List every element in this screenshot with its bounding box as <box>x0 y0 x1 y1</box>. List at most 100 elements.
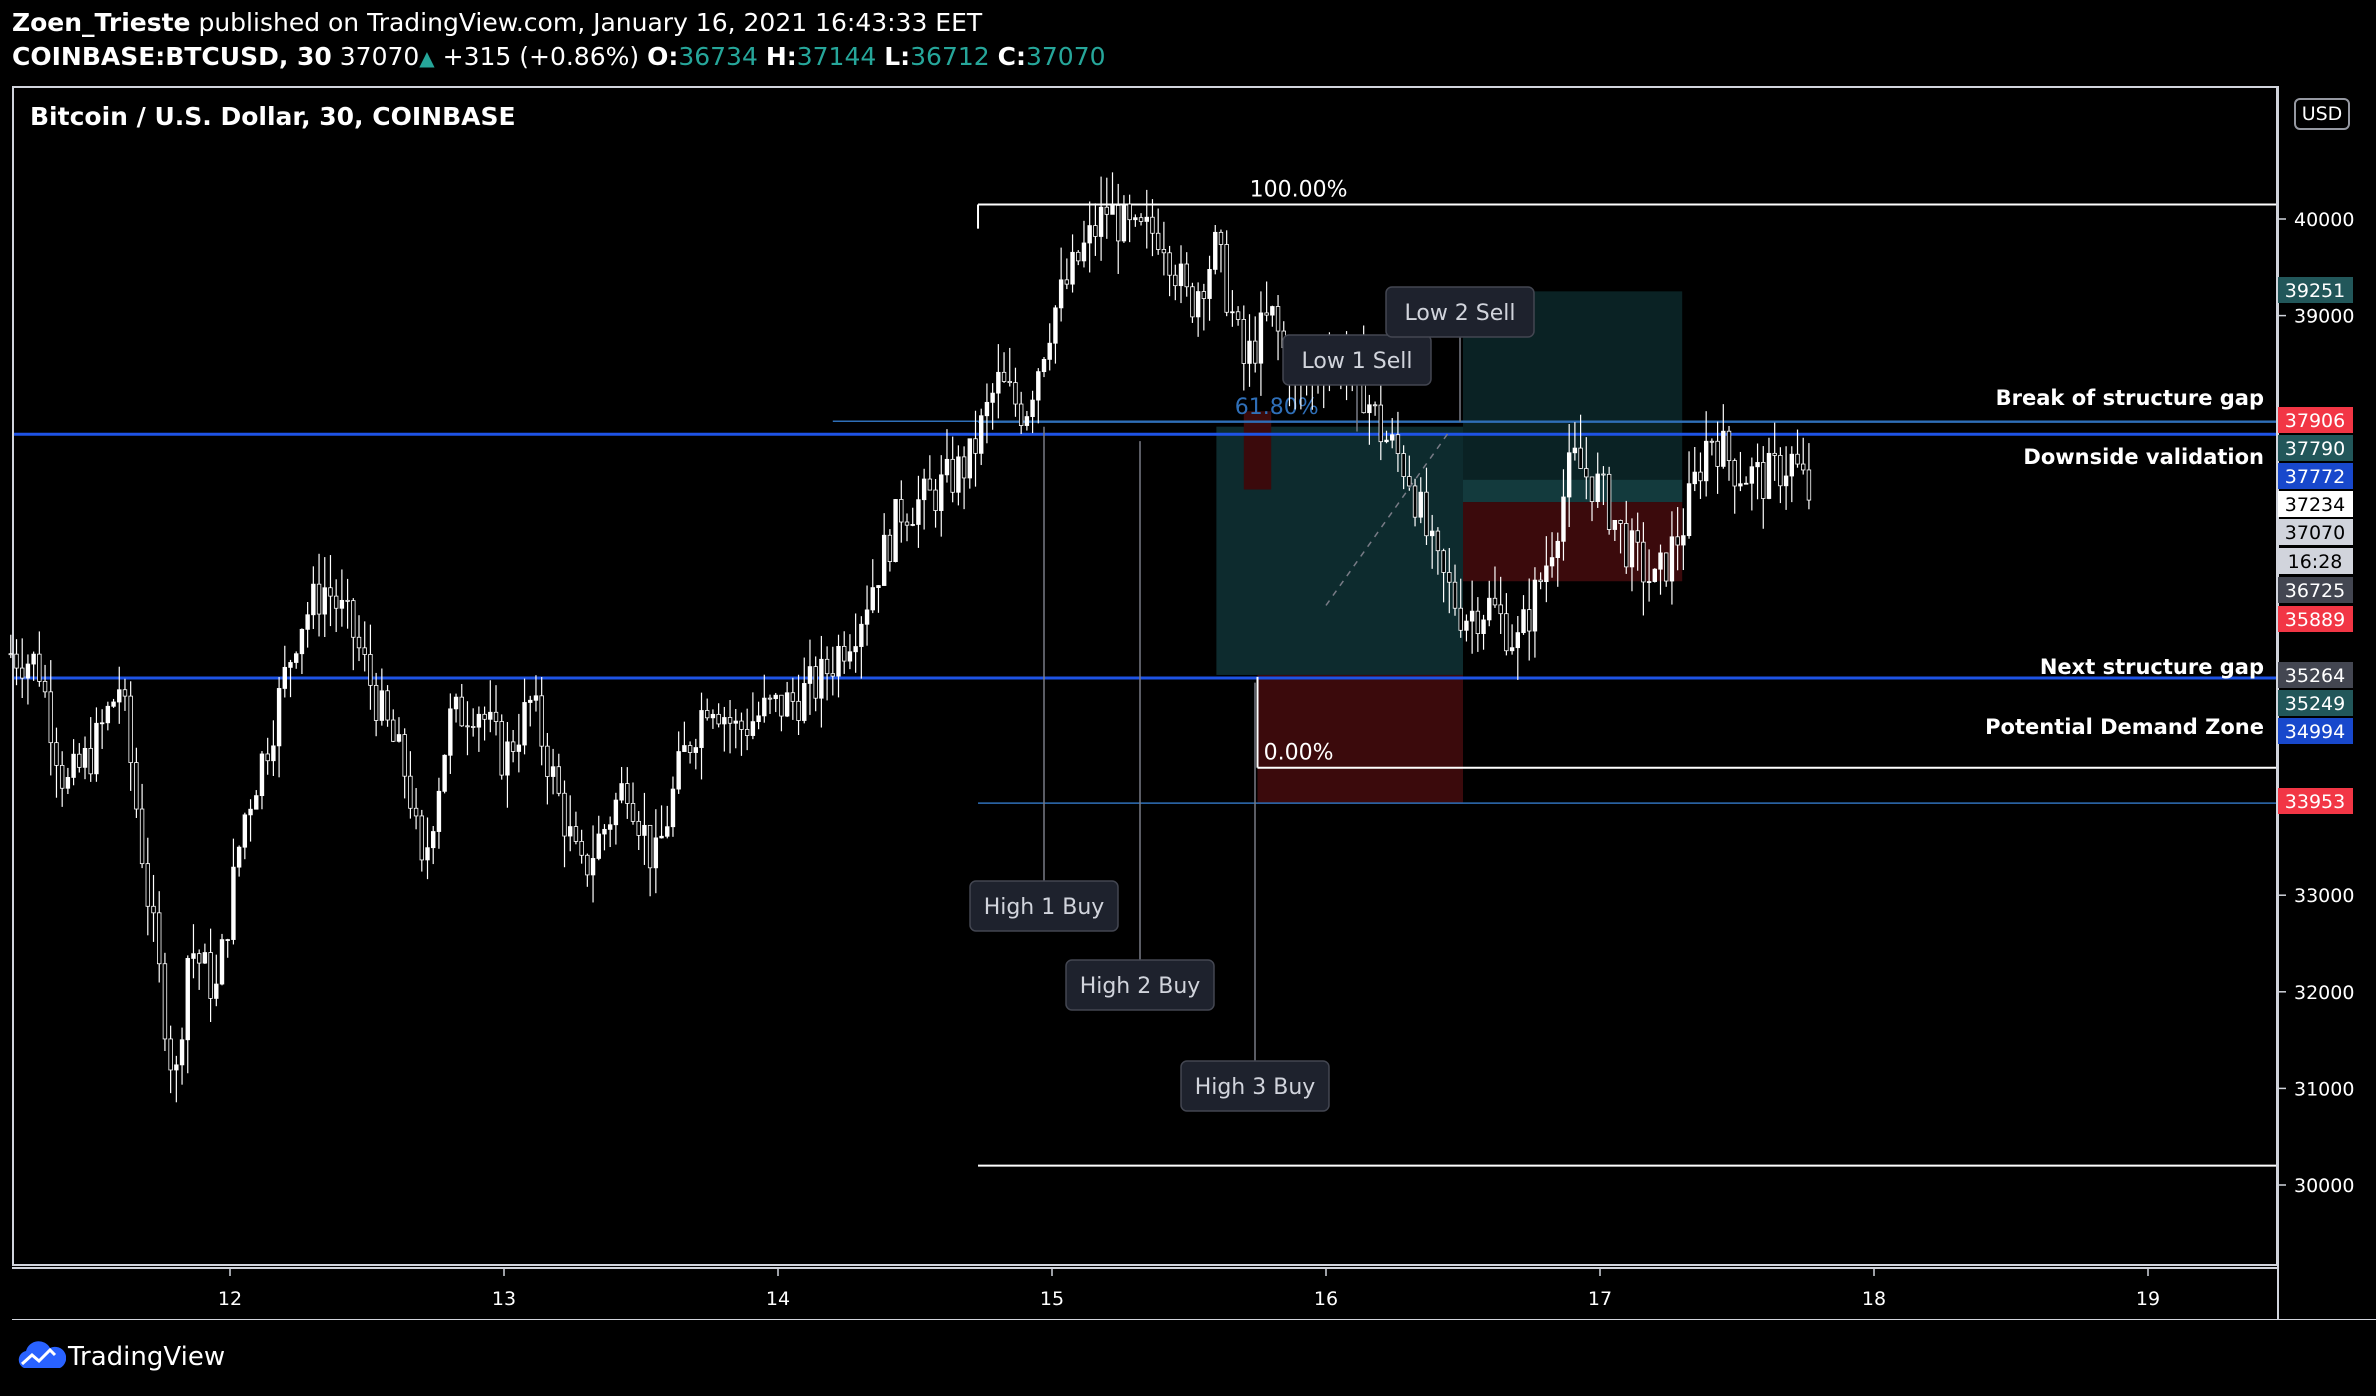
up-arrow-icon: ▲ <box>419 46 435 70</box>
candle-body <box>1618 519 1623 524</box>
candle-body <box>128 695 133 763</box>
candle-body <box>236 846 242 868</box>
candle-body <box>727 717 733 724</box>
candle-body <box>271 745 276 762</box>
candle-body <box>659 835 664 839</box>
close-label: C: <box>997 42 1026 71</box>
candle-body <box>191 953 196 959</box>
candle-body <box>956 456 961 493</box>
candle-body <box>1544 565 1549 583</box>
candle-body <box>413 807 419 817</box>
x-tick-label: 15 <box>1040 1288 1064 1310</box>
candle-body <box>1743 482 1749 485</box>
candle-body <box>1190 286 1195 318</box>
candle-body <box>1464 620 1469 631</box>
candle-body <box>1527 609 1532 632</box>
candle-body <box>842 645 847 662</box>
tradingview-brand[interactable]: TradingView <box>68 1342 226 1372</box>
candle-body <box>225 939 230 941</box>
candle-body <box>756 715 761 723</box>
candle-body <box>1652 568 1657 582</box>
x-tick-label: 12 <box>218 1288 242 1310</box>
candle-body <box>773 694 778 700</box>
candle-body <box>1053 307 1058 344</box>
candle-body <box>1224 244 1229 313</box>
candle-body <box>1018 403 1024 426</box>
candle-body <box>1646 581 1652 583</box>
last-price: 37070 <box>339 42 420 71</box>
candle-body <box>585 854 590 876</box>
price-badge-label: 34994 <box>2285 721 2345 743</box>
candle-body <box>1703 440 1709 482</box>
candle-body <box>248 808 253 816</box>
candle-body <box>1378 404 1383 443</box>
currency-button[interactable]: USD <box>2294 98 2350 130</box>
candle-body <box>1213 231 1218 270</box>
candle-body <box>1795 453 1800 465</box>
candle-body <box>733 720 738 724</box>
candle-body <box>984 401 990 417</box>
candle-body <box>1098 206 1104 237</box>
tradingview-cloud-icon[interactable] <box>14 1338 66 1374</box>
price-badge-label: 16:28 <box>2288 551 2343 573</box>
candle-body <box>636 820 641 836</box>
candle-body <box>299 628 305 655</box>
candle-body <box>824 658 830 675</box>
candle-body <box>1452 581 1458 609</box>
y-tick-label: 32000 <box>2294 982 2354 1004</box>
candle-body <box>1253 340 1258 364</box>
candle-body <box>105 705 111 724</box>
candle-body <box>710 713 716 719</box>
candle-body <box>322 587 327 615</box>
buy-annotation-label: High 2 Buy <box>1080 974 1201 999</box>
candle-body <box>790 692 796 702</box>
candle-body <box>1766 452 1772 499</box>
candle-body <box>944 458 950 476</box>
candle-body <box>933 489 938 511</box>
publication-header: Zoen_Trieste published on TradingView.co… <box>0 0 2376 84</box>
candle-body <box>408 775 413 809</box>
price-badge <box>2278 606 2353 632</box>
candle-body <box>14 653 19 669</box>
price-badge <box>2278 277 2353 303</box>
author-name[interactable]: Zoen_Trieste <box>12 8 191 37</box>
candle-body <box>505 741 510 776</box>
y-tick-label: 31000 <box>2294 1078 2354 1100</box>
price-badge-label: 37906 <box>2285 410 2345 432</box>
candle-body <box>990 392 995 403</box>
fib-level-label: 100.00% <box>1250 178 1348 203</box>
open-label: O: <box>647 42 679 71</box>
candle-body <box>391 719 396 742</box>
candle-body <box>25 663 31 679</box>
price-badge-label: 37772 <box>2285 466 2345 488</box>
candle-body <box>459 696 464 727</box>
candle-body <box>779 694 784 717</box>
symbol-line: COINBASE:BTCUSD, 30 37070▲ +315 (+0.86%)… <box>12 40 1106 75</box>
candle-body <box>139 808 145 865</box>
candle-body <box>402 734 407 777</box>
symbol-name[interactable]: COINBASE:BTCUSD, 30 <box>12 42 332 71</box>
red-zone-2 <box>1257 674 1463 804</box>
candle-body <box>881 534 887 586</box>
candle-body <box>134 762 139 810</box>
candle-body <box>784 692 790 717</box>
candle-body <box>1629 530 1635 568</box>
candle-body <box>1024 416 1030 426</box>
candle-body <box>893 499 898 562</box>
price-chart[interactable]: 100.00% 61.80% 0.00% High 1 Buy High 2 Buy Hi… <box>0 0 2376 1320</box>
level-label: Next structure gap <box>2040 655 2264 679</box>
candle-body <box>1133 217 1138 221</box>
candle-body <box>151 905 156 914</box>
candle-body <box>276 688 282 747</box>
candle-body <box>996 371 1001 394</box>
candle-body <box>1669 536 1675 582</box>
high-value: 37144 <box>796 42 877 71</box>
high-label: H: <box>765 42 797 71</box>
x-tick-label: 18 <box>1862 1288 1886 1310</box>
candle-body <box>819 658 824 699</box>
candle-body <box>1184 263 1189 288</box>
candle-body <box>522 702 527 746</box>
fib-level-label: 0.00% <box>1264 741 1334 766</box>
candle-body <box>1247 340 1252 364</box>
candle-body <box>431 831 436 849</box>
